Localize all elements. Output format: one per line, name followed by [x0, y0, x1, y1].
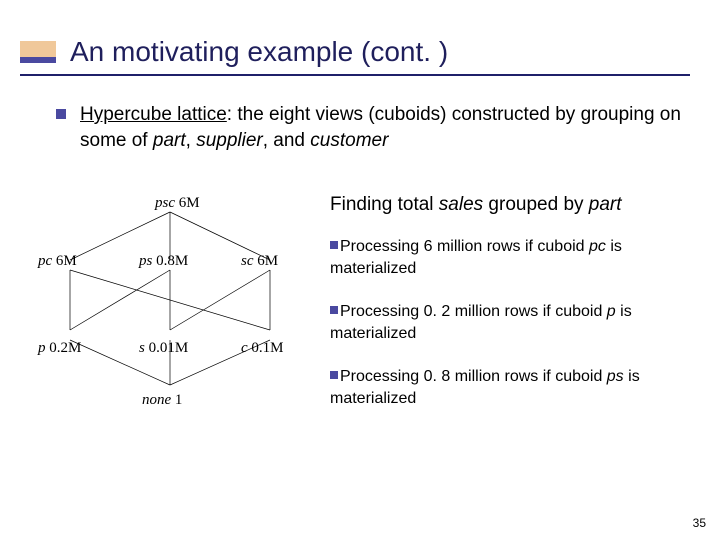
accent-top [20, 41, 56, 57]
bullet-icon [330, 306, 338, 314]
lattice-node-s: s 0.01M [139, 340, 188, 357]
right-column: Finding total sales grouped by part Proc… [330, 194, 700, 432]
point-3: Processing 0. 8 million rows if cuboid p… [330, 366, 700, 409]
title-underline [20, 74, 690, 76]
bullet-icon [330, 371, 338, 379]
slide-title: An motivating example (cont. ) [70, 36, 448, 68]
lead-term: Hypercube lattice [80, 104, 227, 125]
bullet-icon [330, 241, 338, 249]
slide-title-bar: An motivating example (cont. ) [20, 36, 448, 68]
point-2: Processing 0. 2 million rows if cuboid p… [330, 301, 700, 344]
page-number: 35 [693, 516, 706, 530]
lattice-node-none: none 1 [142, 392, 182, 409]
bullet-icon [56, 109, 66, 119]
main-bullet-text: Hypercube lattice: the eight views (cubo… [80, 102, 690, 153]
point-1: Processing 6 million rows if cuboid pc i… [330, 236, 700, 279]
accent-bottom [20, 57, 56, 63]
lattice-svg [30, 195, 315, 415]
lattice-node-pc: pc 6M [38, 253, 77, 270]
lattice-node-p: p 0.2M [38, 340, 81, 357]
accent-bar [20, 41, 56, 63]
lattice-node-ps: ps 0.8M [139, 253, 188, 270]
main-bullet: Hypercube lattice: the eight views (cubo… [56, 102, 690, 153]
subheading: Finding total sales grouped by part [330, 194, 700, 216]
lattice-node-c: c 0.1M [241, 340, 284, 357]
lattice-node-psc: psc 6M [155, 195, 200, 212]
lattice-node-sc: sc 6M [241, 253, 278, 270]
lattice-diagram: psc 6M pc 6M ps 0.8M sc 6M p 0.2M s 0.01M c 0.… [30, 195, 315, 415]
